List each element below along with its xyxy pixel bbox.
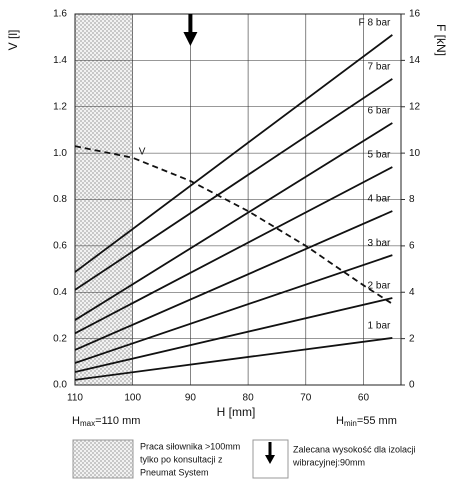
series-label: 5 bar xyxy=(368,150,391,161)
y2-tick-label: 10 xyxy=(409,148,421,159)
y2-tick-label: 8 xyxy=(409,194,415,205)
y2-tick-label: 0 xyxy=(409,380,415,391)
series-label: 3 bar xyxy=(368,238,391,249)
y-tick-label: 0.0 xyxy=(53,380,67,391)
y2-tick-label: 4 xyxy=(409,287,415,298)
f-label: F xyxy=(358,18,364,29)
x-tick-label: 60 xyxy=(358,393,370,404)
y-tick-label: 0.2 xyxy=(53,333,67,344)
force-line xyxy=(74,297,393,373)
y2-tick-label: 12 xyxy=(409,101,421,112)
x-tick-label: 90 xyxy=(185,393,197,404)
series-label: 2 bar xyxy=(368,281,391,292)
y2-tick-label: 14 xyxy=(409,55,421,66)
series-label: 8 bar xyxy=(368,18,391,29)
hmin-label: Hmin=55 mm xyxy=(336,415,397,428)
series-label: 6 bar xyxy=(368,106,391,117)
legend-text: tylko po konsultacji z xyxy=(140,454,223,464)
series-label: 1 bar xyxy=(368,321,391,332)
force-line xyxy=(74,337,393,381)
legend-hatch-swatch xyxy=(72,439,134,479)
y-axis-title: V [l] xyxy=(6,30,20,51)
y-tick-label: 0.8 xyxy=(53,194,67,205)
legend-text: wibracyjnej:90mm xyxy=(292,457,365,467)
recommended-arrow-head xyxy=(183,32,198,46)
v-curve xyxy=(74,145,393,305)
force-line xyxy=(74,166,393,335)
y2-tick-label: 16 xyxy=(409,9,421,20)
plot-frame xyxy=(74,13,402,386)
force-line xyxy=(74,210,393,351)
legend-text: Pneumat System xyxy=(140,467,209,477)
series-label: V xyxy=(139,146,146,157)
force-line xyxy=(74,254,393,364)
y-tick-label: 1.0 xyxy=(53,148,67,159)
y-tick-label: 0.4 xyxy=(53,287,67,298)
y-tick-label: 1.6 xyxy=(53,9,67,20)
legend-text: Praca siłownika >100mm xyxy=(140,441,240,451)
legend-text: Zalecana wysokość dla izolacji xyxy=(293,444,416,454)
y2-axis-title: F [kN] xyxy=(434,24,448,56)
y2-tick-label: 6 xyxy=(409,241,415,252)
hmax-label: Hmax=110 mm xyxy=(72,415,140,428)
x-tick-label: 80 xyxy=(243,393,255,404)
x-tick-label: 70 xyxy=(300,393,312,404)
y-tick-label: 1.2 xyxy=(53,101,67,112)
series-label: 7 bar xyxy=(368,62,391,73)
force-line xyxy=(74,122,393,321)
y-tick-label: 0.6 xyxy=(53,241,67,252)
x-tick-label: 110 xyxy=(67,393,83,404)
y2-tick-label: 2 xyxy=(409,333,415,344)
y-tick-label: 1.4 xyxy=(53,55,67,66)
series-label: 4 bar xyxy=(368,194,391,205)
legend-arrow-head xyxy=(265,455,275,464)
x-axis-title: H [mm] xyxy=(217,405,256,419)
force-line xyxy=(74,34,393,273)
force-line xyxy=(74,78,393,291)
x-tick-label: 100 xyxy=(124,393,141,404)
